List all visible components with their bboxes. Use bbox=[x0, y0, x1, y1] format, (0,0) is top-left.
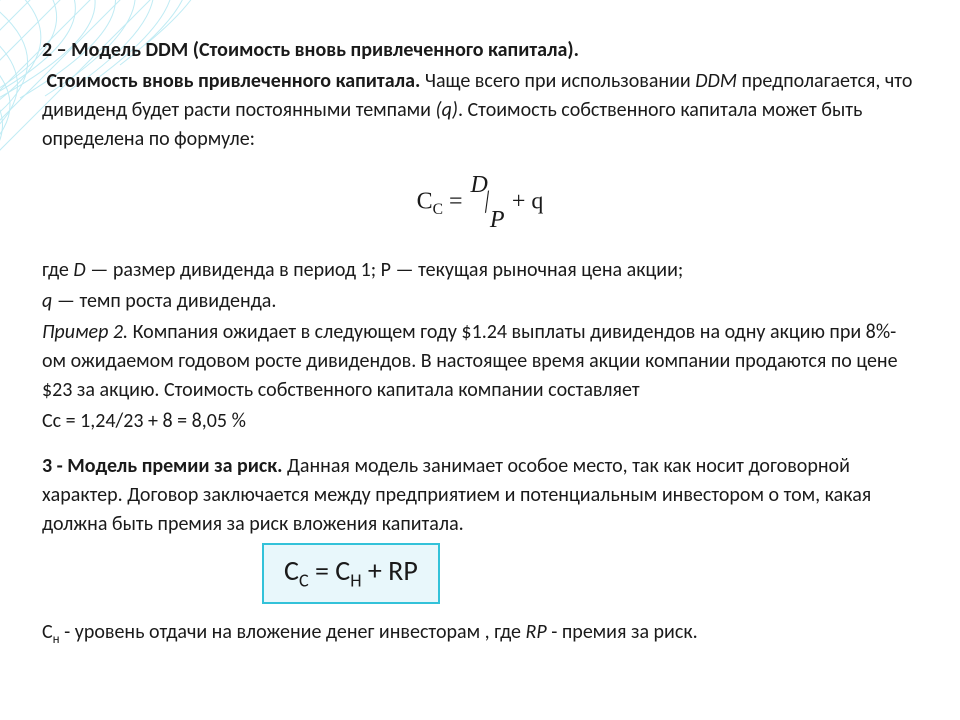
section2-q-ital: (q) bbox=[436, 98, 458, 122]
example2-body: Компания ожидает в следующем году $1.24 … bbox=[42, 320, 898, 402]
formula-risk-premium: CC = CН + RP bbox=[262, 543, 440, 604]
section2-heading: 2 – Модель DDM (Стоимость вновь привлече… bbox=[42, 38, 579, 62]
where-line2b: — темп роста дивиденда. bbox=[52, 289, 276, 313]
where-D: D bbox=[73, 258, 85, 282]
section2-bold-repeat: Стоимость вновь привлеченного капитала. bbox=[47, 69, 421, 93]
example2-label: Пример 2. bbox=[42, 320, 128, 344]
formula-ddm: CC = D∕P + q bbox=[42, 168, 918, 238]
section3-heading: 3 - Модель премии за риск. bbox=[42, 454, 282, 478]
footer-body: - уровень отдачи на вложение денег инвес… bbox=[60, 620, 526, 644]
footer-tail: - премия за риск. bbox=[547, 620, 698, 644]
where-lead: где bbox=[42, 258, 73, 282]
where-line1b: — размер дивиденда в период 1; P — текущ… bbox=[86, 258, 684, 282]
section2-intro-tail1: Чаще всего при использовании bbox=[420, 69, 695, 93]
footer-cn-a: C bbox=[42, 620, 53, 644]
where-q: q bbox=[42, 289, 52, 313]
footer-rp: RP bbox=[526, 620, 547, 644]
slide-content: 2 – Модель DDM (Стоимость вновь привлече… bbox=[0, 0, 960, 671]
example2-calc: Cc = 1,24/23 + 8 = 8,05 % bbox=[42, 407, 918, 436]
section2-ddm-ital: DDM bbox=[695, 69, 737, 93]
